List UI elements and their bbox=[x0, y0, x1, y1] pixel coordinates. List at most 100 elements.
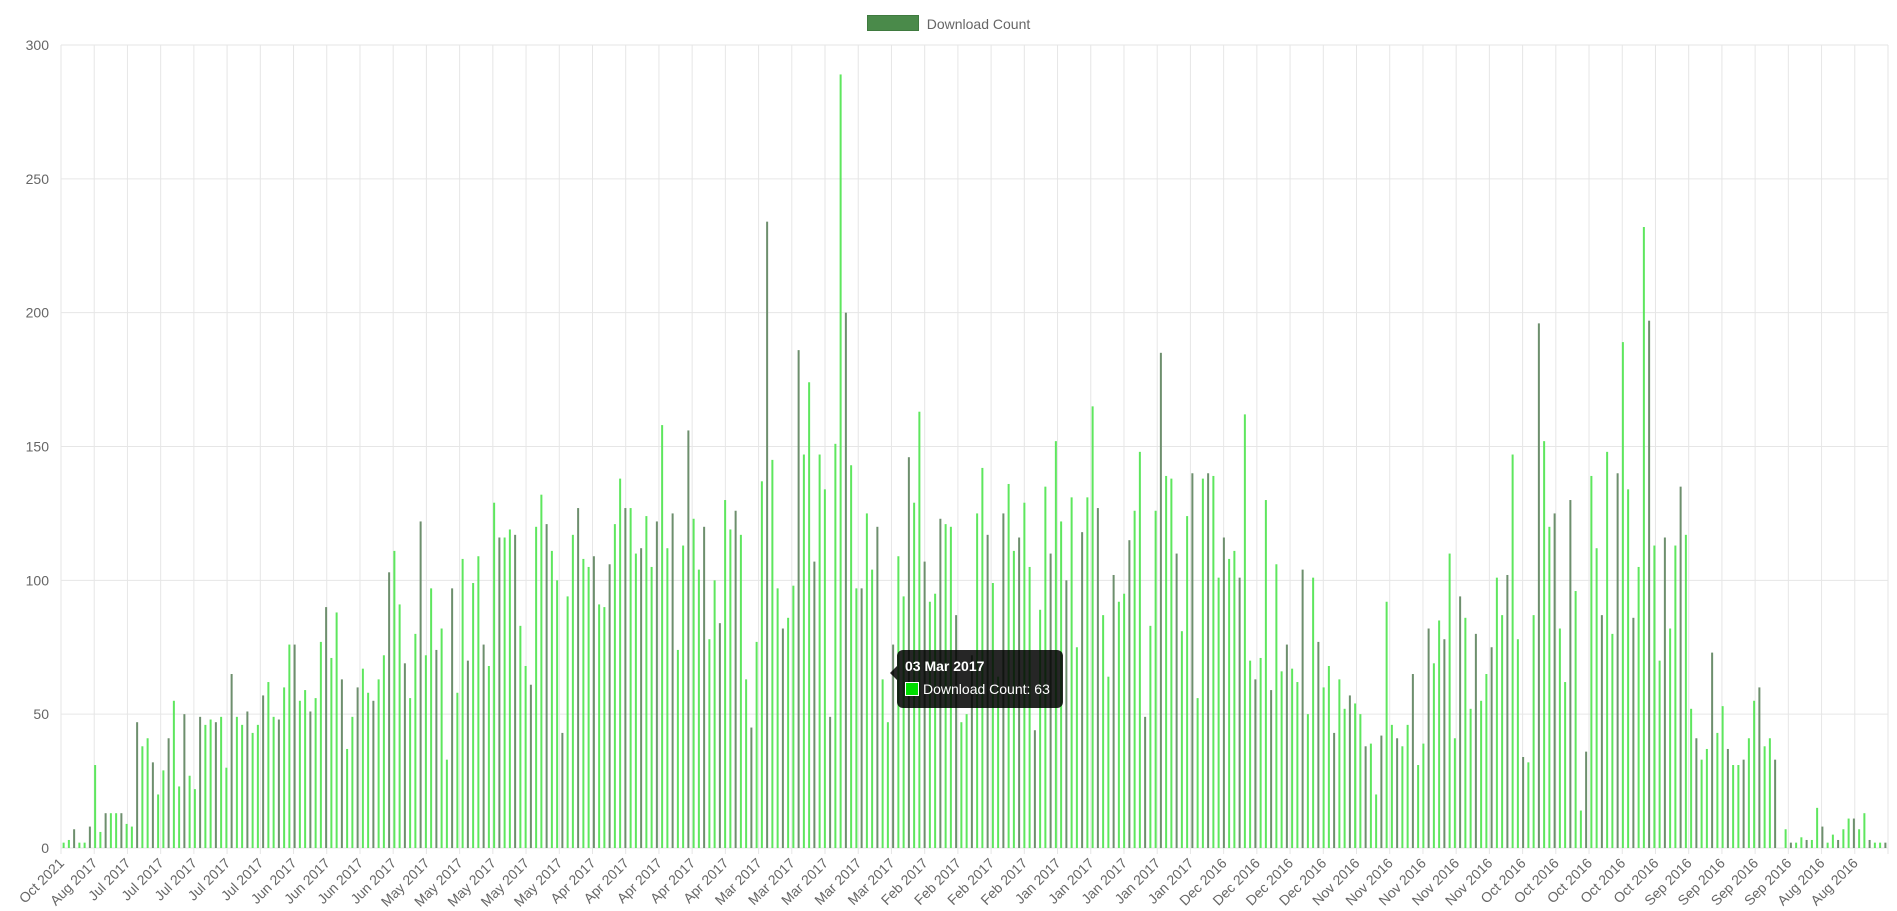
bar[interactable] bbox=[934, 593, 937, 848]
bar[interactable] bbox=[1721, 706, 1724, 848]
bar[interactable] bbox=[1112, 574, 1115, 848]
bar[interactable] bbox=[382, 655, 385, 848]
bar[interactable] bbox=[1879, 842, 1882, 848]
bar[interactable] bbox=[493, 502, 496, 848]
bar[interactable] bbox=[178, 786, 181, 848]
bar[interactable] bbox=[246, 711, 249, 848]
bar[interactable] bbox=[162, 770, 165, 848]
bar[interactable] bbox=[1726, 748, 1729, 848]
bar[interactable] bbox=[1443, 639, 1446, 848]
bar[interactable] bbox=[424, 655, 427, 848]
bar[interactable] bbox=[1548, 526, 1551, 848]
bar[interactable] bbox=[624, 508, 627, 848]
bar[interactable] bbox=[1170, 478, 1173, 848]
bar[interactable] bbox=[1432, 663, 1435, 848]
bar[interactable] bbox=[1385, 601, 1388, 848]
bar[interactable] bbox=[1516, 639, 1519, 848]
bar[interactable] bbox=[1711, 652, 1714, 848]
bar[interactable] bbox=[1847, 818, 1850, 848]
bar[interactable] bbox=[199, 716, 202, 848]
bar[interactable] bbox=[582, 558, 585, 848]
bar[interactable] bbox=[1558, 628, 1561, 848]
bar[interactable] bbox=[1669, 628, 1672, 848]
bar[interactable] bbox=[1590, 475, 1593, 848]
bar[interactable] bbox=[62, 842, 65, 848]
bar[interactable] bbox=[1789, 842, 1792, 848]
bar[interactable] bbox=[902, 596, 905, 848]
bar[interactable] bbox=[235, 716, 238, 848]
bar[interactable] bbox=[67, 839, 70, 848]
bar[interactable] bbox=[865, 513, 868, 848]
bar[interactable] bbox=[1054, 441, 1057, 848]
chart-legend[interactable]: Download Count bbox=[0, 15, 1897, 32]
bar[interactable] bbox=[1259, 657, 1262, 848]
bar[interactable] bbox=[94, 765, 97, 848]
bar[interactable] bbox=[1758, 687, 1761, 848]
bar[interactable] bbox=[766, 221, 769, 848]
bar[interactable] bbox=[1868, 839, 1871, 848]
bar[interactable] bbox=[1348, 695, 1351, 848]
bar[interactable] bbox=[850, 465, 853, 848]
bar[interactable] bbox=[739, 534, 742, 848]
bar[interactable] bbox=[1627, 489, 1630, 848]
bar[interactable] bbox=[1306, 714, 1309, 848]
bar[interactable] bbox=[997, 676, 1000, 848]
bar[interactable] bbox=[241, 724, 244, 848]
bar[interactable] bbox=[965, 714, 968, 848]
bar[interactable] bbox=[823, 489, 826, 848]
bar[interactable] bbox=[251, 732, 254, 848]
bar[interactable] bbox=[634, 553, 637, 848]
bar[interactable] bbox=[750, 727, 753, 848]
bar[interactable] bbox=[1406, 724, 1409, 848]
bar[interactable] bbox=[430, 588, 433, 848]
bar[interactable] bbox=[1464, 617, 1467, 848]
bar[interactable] bbox=[1632, 617, 1635, 848]
bar[interactable] bbox=[1270, 690, 1273, 848]
bar[interactable] bbox=[1653, 545, 1656, 848]
bar[interactable] bbox=[1695, 738, 1698, 848]
bar[interactable] bbox=[1611, 633, 1614, 848]
bar[interactable] bbox=[319, 641, 322, 848]
bar[interactable] bbox=[1186, 516, 1189, 848]
bar[interactable] bbox=[1637, 566, 1640, 848]
bar[interactable] bbox=[834, 443, 837, 848]
bar[interactable] bbox=[440, 628, 443, 848]
bar[interactable] bbox=[1795, 842, 1798, 848]
bar[interactable] bbox=[813, 561, 816, 848]
bar[interactable] bbox=[1333, 732, 1336, 848]
bar[interactable] bbox=[1207, 473, 1210, 848]
bar[interactable] bbox=[1826, 842, 1829, 848]
bar[interactable] bbox=[1411, 674, 1414, 848]
bar[interactable] bbox=[613, 524, 616, 848]
bar[interactable] bbox=[1096, 508, 1099, 848]
bar[interactable] bbox=[708, 639, 711, 848]
bar[interactable] bbox=[603, 607, 606, 848]
bar[interactable] bbox=[125, 823, 128, 848]
bar[interactable] bbox=[1569, 500, 1572, 848]
bar[interactable] bbox=[1133, 510, 1136, 848]
bar[interactable] bbox=[1107, 676, 1110, 848]
bar[interactable] bbox=[1039, 609, 1042, 848]
bar[interactable] bbox=[1238, 577, 1241, 848]
bar[interactable] bbox=[1606, 451, 1609, 848]
bar[interactable] bbox=[120, 813, 123, 848]
bar[interactable] bbox=[808, 382, 811, 848]
bar[interactable] bbox=[1243, 414, 1246, 848]
bar[interactable] bbox=[1884, 842, 1887, 848]
bar[interactable] bbox=[1102, 615, 1105, 848]
bar[interactable] bbox=[1212, 475, 1215, 848]
bar[interactable] bbox=[1700, 759, 1703, 848]
bar[interactable] bbox=[571, 534, 574, 848]
bar[interactable] bbox=[1322, 687, 1325, 848]
bar[interactable] bbox=[1684, 534, 1687, 848]
bar[interactable] bbox=[456, 692, 459, 848]
bar[interactable] bbox=[109, 813, 112, 848]
bar[interactable] bbox=[676, 649, 679, 848]
bar[interactable] bbox=[771, 459, 774, 848]
bar[interactable] bbox=[340, 679, 343, 848]
bar[interactable] bbox=[566, 596, 569, 848]
bar[interactable] bbox=[1296, 682, 1299, 848]
bar[interactable] bbox=[267, 682, 270, 848]
bar[interactable] bbox=[356, 687, 359, 848]
bar[interactable] bbox=[1417, 765, 1420, 848]
